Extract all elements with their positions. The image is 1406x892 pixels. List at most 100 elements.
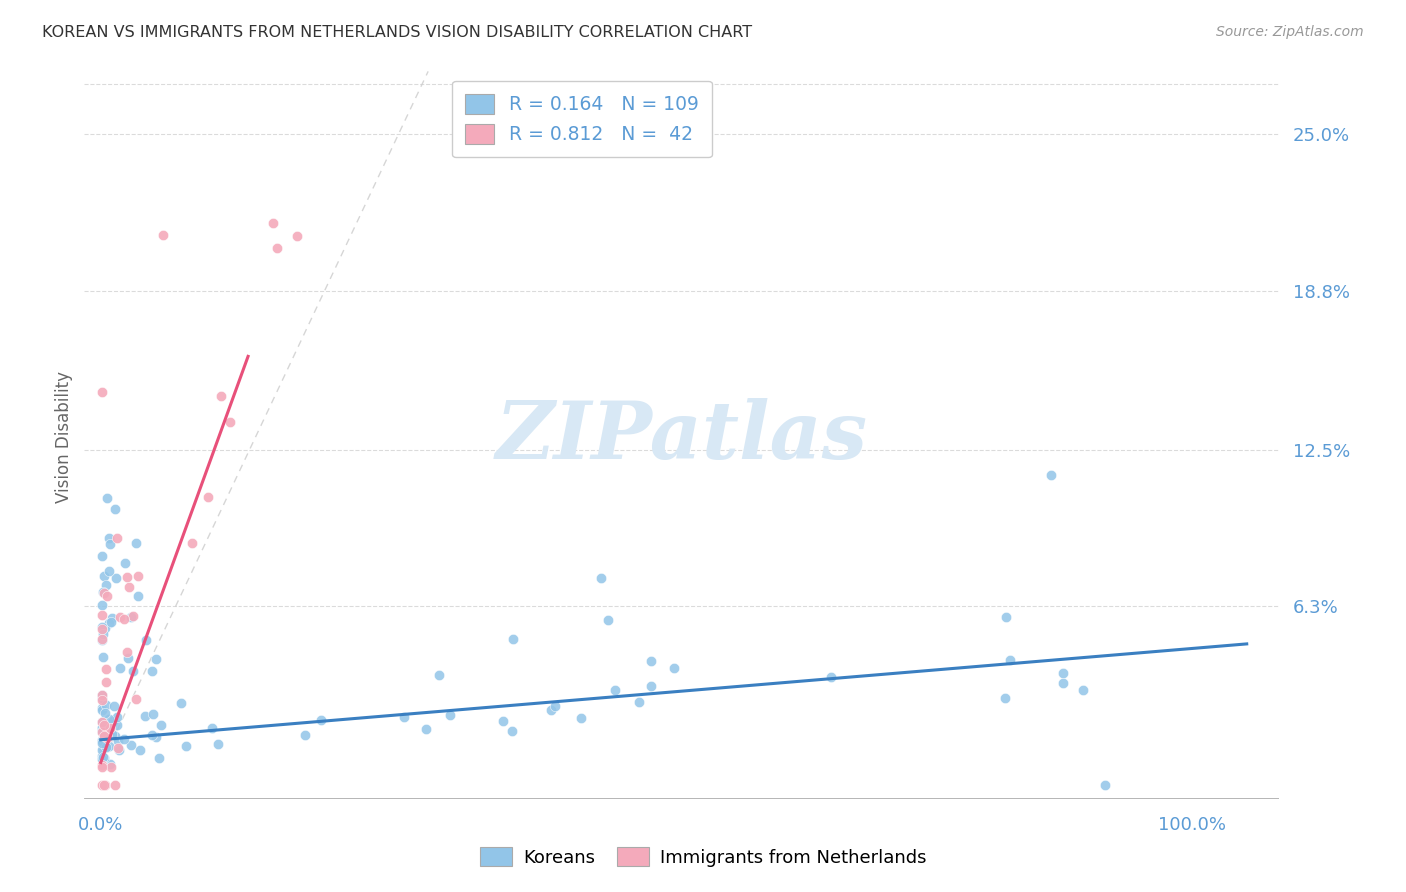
Point: [91, 714, 114, 729]
Point: [94, 675, 117, 690]
Text: KOREAN VS IMMIGRANTS FROM NETHERLANDS VISION DISABILITY CORRELATION CHART: KOREAN VS IMMIGRANTS FROM NETHERLANDS VI…: [42, 25, 752, 40]
Point: [197, 490, 219, 504]
Point: [415, 722, 437, 736]
Point: [101, 714, 124, 728]
Point: [107, 741, 129, 756]
Point: [118, 580, 141, 594]
Point: [502, 632, 524, 646]
Point: [96, 739, 118, 754]
Point: [98, 721, 121, 735]
Point: [93, 586, 115, 600]
Point: [121, 738, 143, 752]
Point: [603, 683, 626, 698]
Point: [90, 703, 112, 717]
Point: [90, 691, 112, 706]
Point: [112, 612, 135, 626]
Point: [93, 718, 115, 732]
Point: [90, 384, 112, 399]
Point: [94, 578, 117, 592]
Point: [127, 569, 149, 583]
Point: [94, 662, 117, 676]
Point: [90, 751, 112, 765]
Point: [309, 713, 332, 727]
Point: [820, 670, 842, 684]
Point: [103, 729, 125, 743]
Point: [115, 570, 138, 584]
Point: [91, 627, 114, 641]
Point: [152, 228, 174, 243]
Point: [127, 589, 149, 603]
Point: [640, 653, 662, 667]
Point: [1052, 665, 1074, 680]
Point: [105, 710, 128, 724]
Point: [96, 590, 118, 604]
Point: [209, 388, 232, 402]
Point: [104, 778, 127, 792]
Point: [90, 714, 112, 729]
Point: [98, 531, 121, 545]
Point: [90, 723, 112, 738]
Point: [262, 216, 284, 230]
Point: [596, 613, 619, 627]
Point: [492, 714, 515, 728]
Point: [98, 537, 121, 551]
Point: [439, 708, 461, 723]
Point: [90, 721, 112, 735]
Point: [125, 536, 148, 550]
Point: [96, 491, 118, 505]
Point: [104, 502, 127, 516]
Point: [90, 700, 112, 714]
Point: [125, 691, 148, 706]
Point: [94, 733, 117, 747]
Point: [90, 724, 112, 739]
Point: [93, 739, 115, 754]
Y-axis label: Vision Disability: Vision Disability: [55, 371, 73, 503]
Point: [91, 692, 114, 706]
Point: [181, 536, 204, 550]
Point: [91, 778, 114, 792]
Point: [540, 703, 562, 717]
Point: [93, 778, 115, 792]
Point: [91, 749, 114, 764]
Point: [543, 698, 565, 713]
Point: [90, 760, 112, 774]
Point: [174, 739, 197, 754]
Point: [141, 665, 163, 679]
Point: [94, 731, 117, 746]
Point: [90, 742, 112, 756]
Point: [121, 608, 143, 623]
Point: [135, 632, 157, 647]
Point: [115, 645, 138, 659]
Point: [589, 571, 612, 585]
Point: [94, 706, 117, 720]
Point: [90, 549, 112, 563]
Point: [97, 712, 120, 726]
Point: [90, 725, 112, 739]
Point: [94, 698, 117, 713]
Point: [91, 632, 114, 647]
Point: [98, 616, 121, 631]
Point: [90, 733, 112, 747]
Point: [91, 739, 114, 754]
Point: [170, 696, 193, 710]
Point: [107, 531, 129, 545]
Point: [90, 598, 112, 612]
Point: [105, 718, 128, 732]
Point: [148, 751, 170, 765]
Text: Source: ZipAtlas.com: Source: ZipAtlas.com: [1216, 25, 1364, 39]
Point: [96, 726, 118, 740]
Point: [129, 743, 152, 757]
Point: [90, 622, 112, 636]
Point: [107, 742, 129, 756]
Point: [392, 710, 415, 724]
Point: [90, 632, 112, 647]
Point: [122, 665, 145, 679]
Point: [107, 733, 129, 747]
Point: [91, 741, 114, 756]
Point: [994, 610, 1017, 624]
Point: [201, 721, 224, 735]
Point: [93, 569, 115, 583]
Point: [96, 722, 118, 736]
Point: [91, 585, 114, 599]
Point: [1094, 778, 1116, 792]
